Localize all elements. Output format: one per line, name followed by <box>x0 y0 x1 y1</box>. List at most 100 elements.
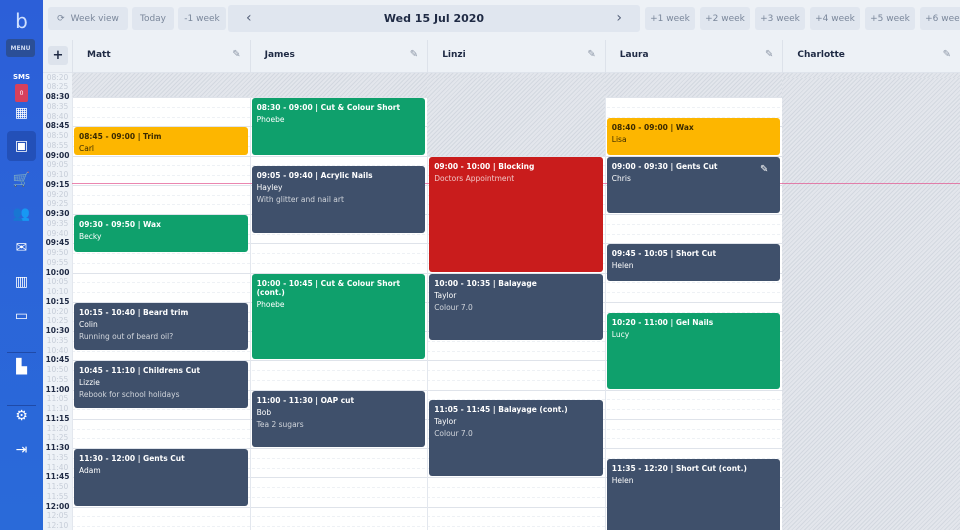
appointment-title: 09:00 - 10:00 | Blocking <box>434 161 535 171</box>
plus-week-button[interactable]: +5 week <box>865 7 915 30</box>
time-label: 10:15 <box>45 296 70 306</box>
time-label: 11:55 <box>46 491 69 501</box>
grid-line <box>72 506 960 508</box>
plus-week-button[interactable]: +3 week <box>755 7 805 30</box>
appointment[interactable]: 10:00 - 10:35 | Balayage Taylor Colour 7.0 <box>429 273 603 340</box>
edit-pencil-icon[interactable]: ✎ <box>409 49 419 60</box>
staff-column-header: Charlotte ✎ <box>782 40 960 73</box>
appointment[interactable]: 08:40 - 09:00 | Wax Lisa <box>606 117 781 155</box>
appointment-title: 08:40 - 09:00 | Wax <box>611 122 694 132</box>
cart-icon: 🛒 <box>12 172 31 188</box>
appointment-title: 11:30 - 12:00 | Gents Cut <box>79 454 185 463</box>
time-column: 08:20 08:25 08:30 08:35 08:40 08:45 08:50 08:55… <box>43 73 72 530</box>
staff-column[interactable] <box>249 73 428 530</box>
time-label: 11:10 <box>46 404 69 414</box>
appointment[interactable]: 08:45 - 09:00 | Trim Carl <box>74 127 248 155</box>
appointment-client: Taylor <box>434 290 457 300</box>
time-label: 10:55 <box>46 374 69 384</box>
time-label: 11:40 <box>46 462 69 472</box>
sidebar-item-dashboard[interactable]: ▦ <box>0 98 43 128</box>
staff-name: James <box>264 50 295 60</box>
sidebar-item-clients[interactable]: 👥 <box>0 199 43 229</box>
sidebar-item-calendar[interactable]: ▣ <box>7 131 36 161</box>
sidebar-divider <box>7 352 36 353</box>
edit-pencil-icon[interactable]: ✎ <box>232 49 241 60</box>
edit-pencil-icon[interactable]: ✎ <box>760 163 769 175</box>
time-label: 09:20 <box>46 189 69 199</box>
appointment-title: 08:45 - 09:00 | Trim <box>79 132 162 142</box>
time-label: 09:30 <box>45 209 70 219</box>
time-label: 08:25 <box>46 82 69 92</box>
appointment-title: 11:00 - 11:30 | OAP cut <box>256 395 355 405</box>
appointment[interactable]: 10:20 - 11:00 | Gel Nails Lucy <box>606 312 781 389</box>
edit-pencil-icon[interactable]: ✎ <box>765 49 774 60</box>
logo[interactable]: b <box>15 9 28 33</box>
appointment[interactable]: 09:30 - 09:50 | Wax Becky <box>74 215 248 252</box>
appointment[interactable]: 11:30 - 12:00 | Gents Cut Adam <box>74 449 248 506</box>
sidebar-item-settings[interactable]: ⚙ <box>0 401 43 431</box>
sidebar-item-payment[interactable]: ▭ <box>0 301 43 331</box>
time-label: 09:10 <box>46 170 69 180</box>
toolbar: ⟳ Week view Today -1 week Wed 15 Jul 2020… <box>43 0 960 40</box>
sidebar-item-cart[interactable]: 🛒 <box>0 165 43 195</box>
appointment[interactable]: 11:05 - 11:45 | Balayage (cont.) Taylor Co… <box>429 400 603 477</box>
sidebar-item-business[interactable]: ▙ <box>0 352 43 382</box>
staff-column-header: Matt ✎ <box>72 40 250 73</box>
appointment-title: 10:20 - 11:00 | Gel Nails <box>611 317 714 327</box>
appointment-title: 08:30 - 09:00 | Cut & Colour Short <box>256 103 401 112</box>
appointment-title: 11:35 - 12:20 | Short Cut (cont.) <box>611 463 747 473</box>
appointment-client: Taylor <box>434 417 457 427</box>
sidebar-item-reports[interactable]: ▥ <box>0 267 43 297</box>
time-label: 11:00 <box>45 384 70 394</box>
appointment[interactable]: 10:15 - 10:40 | Beard trim Colin Running o… <box>74 302 248 350</box>
next-day-chevron-icon[interactable]: › <box>616 10 622 26</box>
prev-day-chevron-icon[interactable]: ‹ <box>246 10 252 26</box>
calendar-icon: ▣ <box>14 138 29 154</box>
appointment[interactable]: 09:00 - 10:00 | Blocking Doctors Appointm… <box>429 156 603 272</box>
current-date: Wed 15 Jul 2020 <box>383 12 485 25</box>
appointment[interactable]: 10:45 - 11:10 | Childrens Cut Lizzie Reboo… <box>74 361 248 408</box>
appointment-client: Hayley <box>256 183 283 193</box>
staff-column[interactable] <box>72 73 250 530</box>
grid-line <box>72 477 960 479</box>
appointment-note: Running out of beard oil? <box>79 331 174 341</box>
edit-pencil-icon[interactable]: ✎ <box>587 49 596 60</box>
appointment-note: Rebook for school holidays <box>79 390 180 400</box>
staff-column[interactable] <box>604 73 783 530</box>
edit-pencil-icon[interactable]: ✎ <box>942 49 951 60</box>
plus-week-button[interactable]: +4 week <box>810 7 860 30</box>
appointment[interactable]: 09:00 - 09:30 | Gents Cut Chris ✎ <box>606 156 781 213</box>
appointment[interactable]: 09:05 - 09:40 | Acrylic Nails Hayley With … <box>251 166 426 233</box>
appointment-note: Tea 2 sugars <box>256 419 304 429</box>
appointment[interactable]: 10:00 - 10:45 | Cut & Colour Short (cont… <box>251 273 426 360</box>
appointment[interactable]: 09:45 - 10:05 | Short Cut Helen <box>606 244 781 282</box>
time-label: 11:45 <box>45 472 70 482</box>
appointment-client: Adam <box>79 466 101 475</box>
week-view-button[interactable]: ⟳ Week view <box>48 7 128 30</box>
grid-line <box>72 389 960 391</box>
sms-count-badge[interactable]: 0 <box>15 84 28 102</box>
time-label: 09:35 <box>46 218 69 228</box>
time-label: 11:15 <box>45 413 70 423</box>
plus-week-button[interactable]: +6 week <box>920 7 960 30</box>
clients-icon: 👥 <box>12 206 31 222</box>
sidebar-item-mail[interactable]: ✉ <box>0 233 43 263</box>
staff-column-header: James ✎ <box>249 40 428 73</box>
appointment[interactable]: 08:30 - 09:00 | Cut & Colour Short Phoebe <box>251 98 426 155</box>
appointment[interactable]: 11:35 - 12:20 | Short Cut (cont.) Helen <box>606 458 781 530</box>
plus-week-button[interactable]: +1 week <box>645 7 695 30</box>
staff-column[interactable] <box>427 73 605 530</box>
today-button[interactable]: Today <box>132 7 174 30</box>
menu-button[interactable]: MENU <box>6 39 35 57</box>
appointment[interactable]: 11:00 - 11:30 | OAP cut Bob Tea 2 sugars <box>251 390 426 447</box>
minus-week-button[interactable]: -1 week <box>178 7 226 30</box>
refresh-icon: ⟳ <box>57 13 65 24</box>
time-label: 10:25 <box>46 316 69 326</box>
add-button[interactable]: + <box>48 46 68 65</box>
time-label: 10:05 <box>46 277 69 287</box>
sidebar-item-logout[interactable]: ⇥ <box>0 435 43 465</box>
plus-week-button[interactable]: +2 week <box>700 7 750 30</box>
time-label: 11:05 <box>46 394 69 404</box>
grid-line <box>72 155 960 157</box>
staff-column-header: Laura ✎ <box>604 40 783 73</box>
